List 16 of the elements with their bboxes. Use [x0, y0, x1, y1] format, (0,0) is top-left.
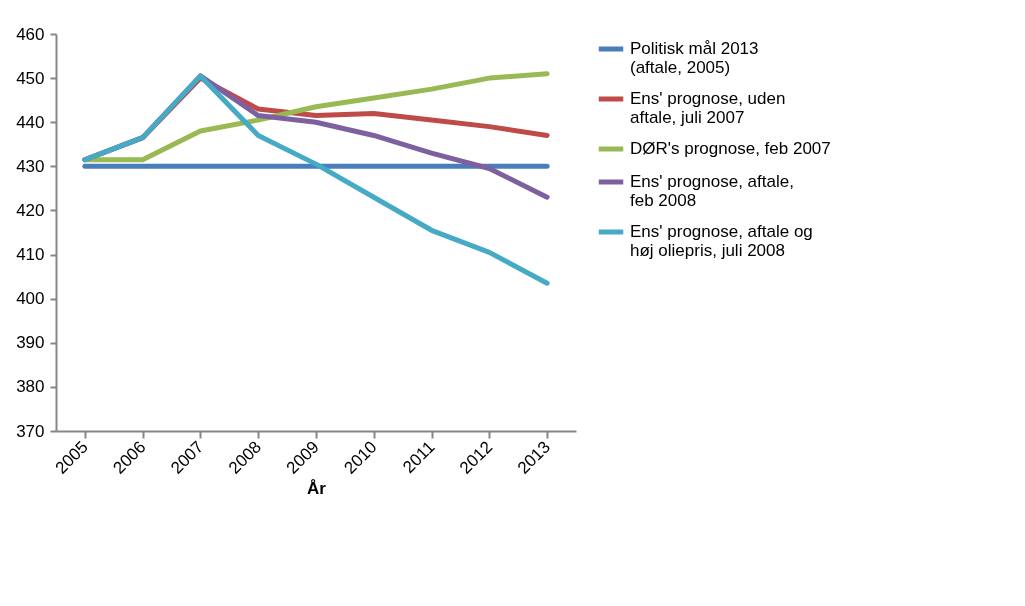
legend-label: Ens' prognose, uden aftale, juli 2007	[630, 89, 786, 127]
x-axis-title: År	[307, 478, 327, 498]
legend-label: Ens' prognose, aftale og høj oliepris, juli 2008	[630, 222, 813, 260]
y-tick-label: 460	[16, 24, 45, 44]
y-tick-label: 400	[16, 289, 45, 309]
y-tick-label: 420	[16, 200, 45, 220]
y-tick-label: 370	[16, 421, 45, 441]
y-tick-label: 440	[16, 112, 45, 132]
legend-label: Politisk mål 2013 (aftale, 2005)	[630, 39, 759, 77]
legend-label: DØR's prognose, feb 2007	[630, 139, 831, 158]
legend-label: Ens' prognose, aftale, feb 2008	[630, 172, 794, 210]
y-tick-label: 380	[16, 377, 45, 397]
y-tick-label: 410	[16, 245, 45, 265]
y-tick-label: 430	[16, 156, 45, 176]
y-tick-label: 390	[16, 333, 45, 353]
y-tick-label: 450	[16, 68, 45, 88]
